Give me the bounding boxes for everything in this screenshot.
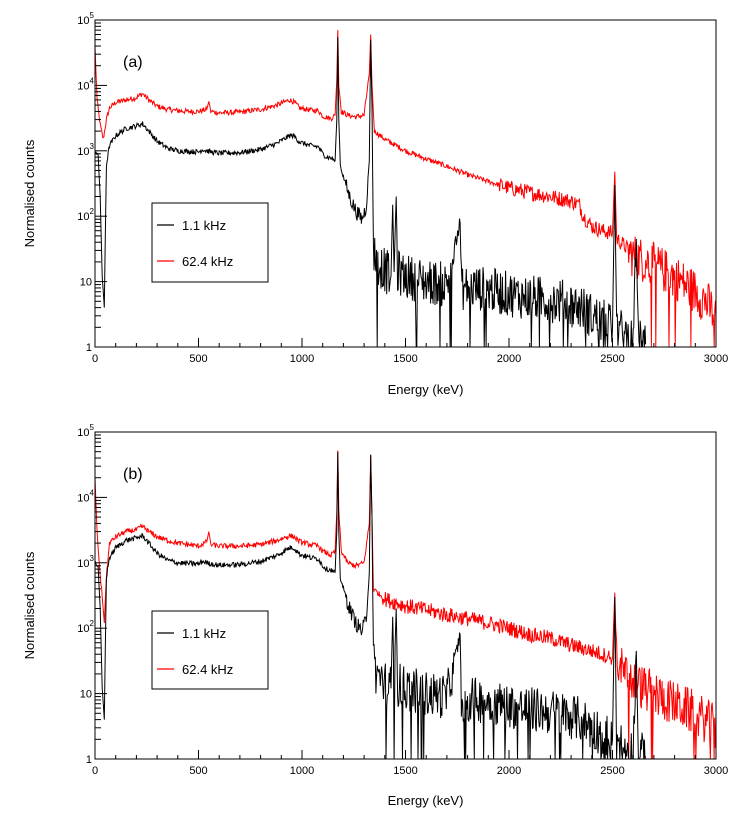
y-tick-label: 103	[77, 554, 94, 570]
plot-frame	[94, 431, 717, 760]
y-tick-label: 104	[77, 76, 94, 92]
series-line-62-4-khz	[95, 450, 716, 759]
x-tick-label: 2000	[497, 353, 521, 365]
series-line-62-4-khz	[95, 30, 716, 347]
x-tick-label: 2500	[600, 765, 624, 777]
x-tick-label: 1000	[290, 765, 314, 777]
x-tick-label: 500	[189, 353, 207, 365]
x-tick-label: 0	[92, 353, 98, 365]
chart-panel-0: 0 500 1000 1500 2000 2500 3000 1 10 102 103 104 105 E…	[22, 11, 728, 397]
y-tick-label: 105	[77, 423, 94, 439]
x-tick-label: 500	[189, 765, 207, 777]
panel-label: (b)	[123, 466, 143, 483]
y-tick-label: 102	[77, 619, 94, 635]
y-tick-label: 10	[80, 277, 92, 289]
panel-label: (a)	[123, 54, 143, 71]
x-tick-label: 2500	[600, 353, 624, 365]
plot-frame	[94, 19, 717, 348]
legend-box	[151, 610, 269, 690]
x-tick-label: 0	[92, 765, 98, 777]
y-tick-label: 102	[77, 207, 94, 223]
y-axis-label: Normalised counts	[22, 551, 37, 659]
legend-label: 1.1 kHz	[182, 218, 226, 233]
series-line-1-1-khz	[95, 36, 647, 347]
x-tick-label: 2000	[497, 765, 521, 777]
y-tick-label: 10	[80, 689, 92, 701]
x-tick-label: 1500	[393, 353, 417, 365]
y-tick-label: 104	[77, 488, 94, 504]
x-tick-label: 3000	[704, 765, 728, 777]
y-tick-label: 105	[77, 11, 94, 27]
legend-box	[151, 202, 269, 283]
x-tick-label: 1500	[393, 765, 417, 777]
legend: 1.1 kHz 62.4 kHz	[151, 202, 269, 283]
x-tick-label: 1000	[290, 353, 314, 365]
y-tick-label: 1	[86, 342, 92, 354]
legend: 1.1 kHz 62.4 kHz	[151, 610, 269, 690]
y-tick-label: 103	[77, 142, 94, 158]
legend-label: 1.1 kHz	[182, 626, 226, 641]
legend-label: 62.4 kHz	[182, 254, 233, 269]
series-line-1-1-khz	[95, 451, 647, 759]
chart-panel-1: 0 500 1000 1500 2000 2500 3000 1 10 102 103 104 105 E…	[22, 423, 728, 808]
x-axis-label: Energy (keV)	[388, 382, 464, 397]
y-axis-label: Normalised counts	[22, 139, 37, 247]
x-axis-label: Energy (keV)	[388, 793, 464, 808]
y-tick-label: 1	[86, 754, 92, 766]
x-tick-label: 3000	[704, 353, 728, 365]
legend-label: 62.4 kHz	[182, 662, 233, 677]
